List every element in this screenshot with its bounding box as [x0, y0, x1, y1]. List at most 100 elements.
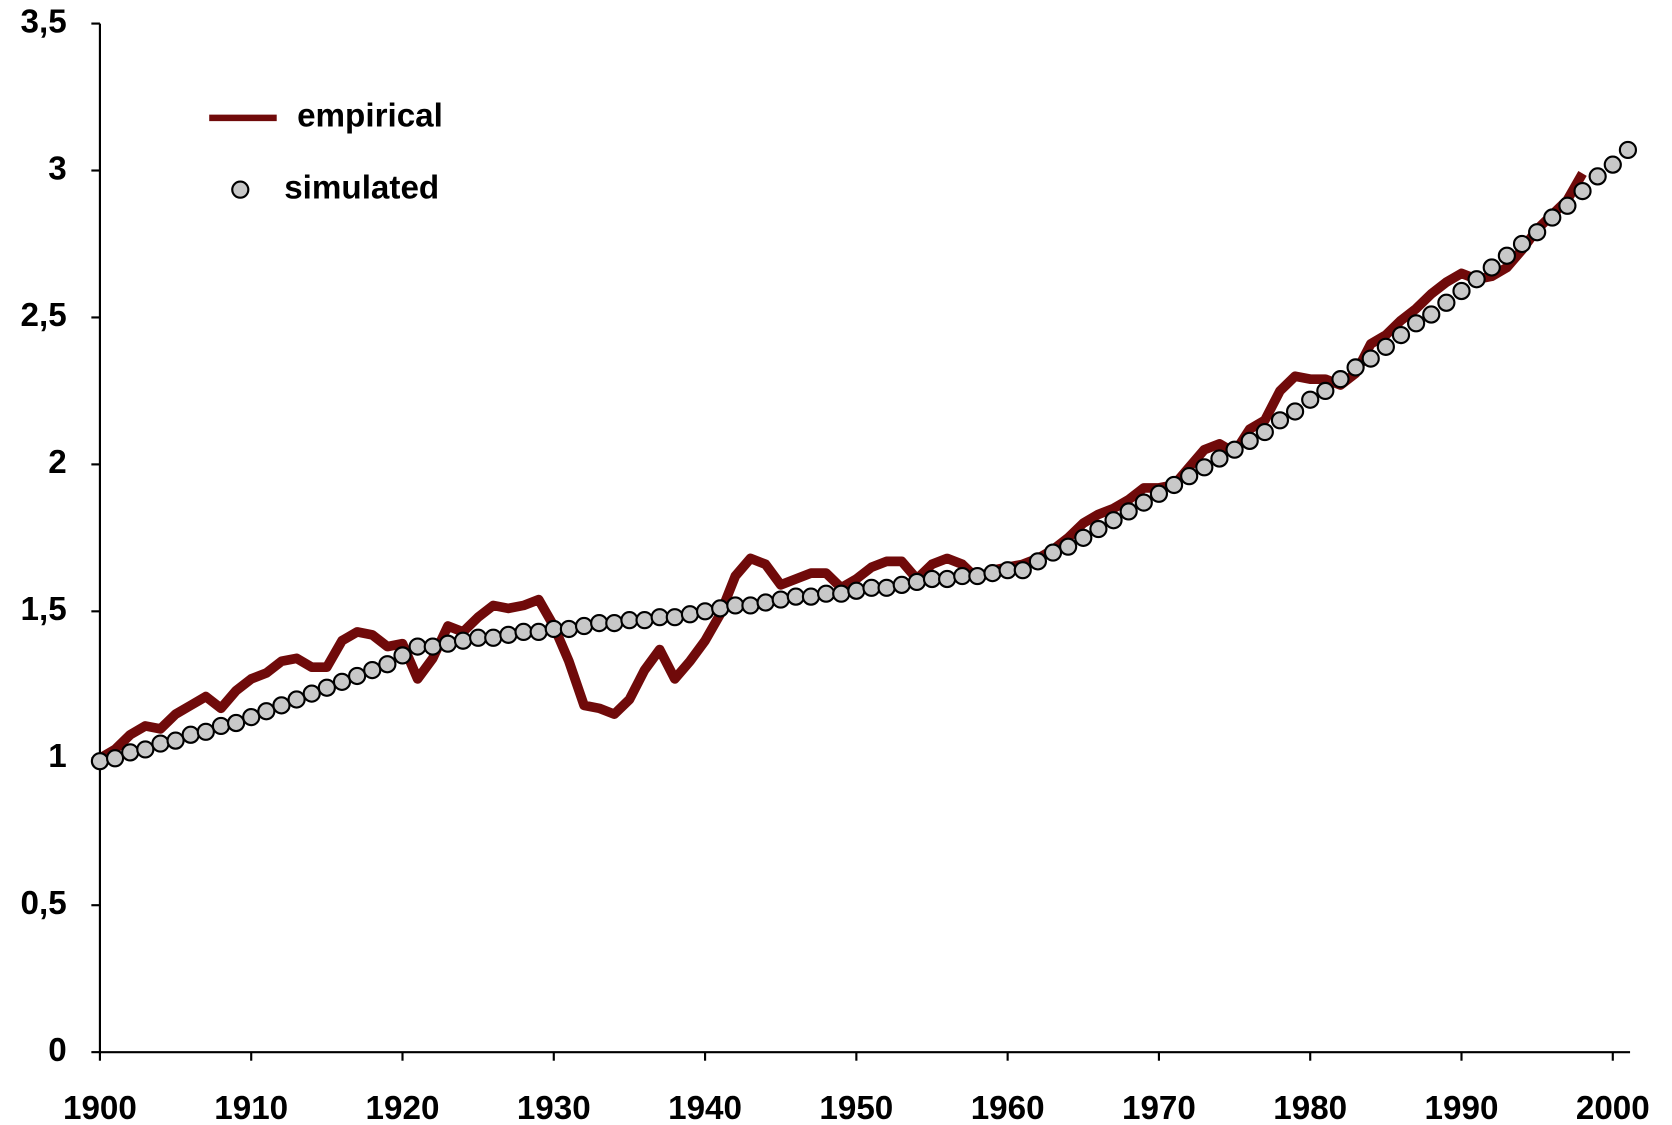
simulated-point [1573, 181, 1592, 201]
legend-label: simulated [284, 169, 439, 206]
simulated-point [469, 628, 488, 647]
y-tick-label: 2,5 [21, 297, 67, 334]
simulated-point [1543, 208, 1562, 227]
simulated-point [302, 684, 321, 703]
simulated-point [408, 637, 427, 656]
simulated-point [665, 608, 684, 627]
simulated-point [514, 622, 533, 642]
simulated-point [1588, 167, 1607, 186]
simulated-point [1301, 390, 1320, 409]
y-tick-label: 0 [48, 1032, 66, 1069]
simulated-point [1528, 223, 1547, 242]
simulated-point [423, 637, 442, 656]
simulated-point [605, 613, 624, 633]
simulated-point [847, 581, 866, 600]
simulated-point [695, 602, 715, 621]
empirical-line [97, 171, 1587, 763]
simulated-point [983, 564, 1002, 583]
simulated-point [741, 596, 760, 615]
simulated-point [287, 690, 306, 709]
simulated-point [1452, 281, 1471, 301]
legend-marker [231, 180, 250, 199]
y-tick-label: 3 [48, 150, 66, 187]
simulated-point [801, 587, 821, 606]
simulated-point [1331, 370, 1350, 389]
simulated-point [1104, 511, 1123, 530]
simulated-point [771, 590, 790, 609]
y-tick-label: 0,5 [21, 885, 67, 922]
simulated-point [816, 584, 836, 603]
x-tick-label: 1920 [366, 1090, 440, 1125]
simulated-point [242, 708, 261, 727]
simulated-point [121, 743, 140, 762]
simulated-point [1482, 258, 1501, 277]
x-tick-label: 1940 [668, 1090, 742, 1125]
x-tick-label: 1930 [517, 1090, 591, 1125]
simulated-point [635, 611, 654, 630]
x-tick-label: 1900 [63, 1090, 137, 1125]
simulated-point [1074, 528, 1093, 547]
simulated-point [529, 622, 548, 642]
x-tick-label: 1910 [214, 1090, 288, 1125]
x-tick-label: 1960 [971, 1090, 1045, 1125]
simulated-point [938, 569, 957, 589]
simulated-point [1164, 475, 1184, 495]
simulated-point [348, 666, 367, 686]
simulated-point [650, 608, 669, 627]
simulated-point [998, 561, 1017, 580]
simulated-point [196, 722, 215, 741]
simulated-point [1376, 337, 1395, 356]
simulated-point [499, 625, 518, 644]
simulated-point [453, 631, 473, 650]
simulated-point [1316, 381, 1335, 401]
simulated-point [680, 605, 700, 624]
simulated-point [1028, 552, 1048, 571]
simulated-point [786, 587, 805, 606]
x-tick-label: 1990 [1425, 1090, 1499, 1125]
simulated-point [1210, 449, 1229, 468]
simulated-point [1134, 493, 1153, 512]
simulated-point [756, 593, 775, 612]
simulated-point [968, 566, 987, 586]
simulated-point [484, 628, 503, 647]
simulated-point [1467, 270, 1486, 289]
simulated-point [317, 678, 336, 697]
simulated-point [136, 740, 155, 759]
simulated-point [1407, 314, 1426, 333]
simulated-point [832, 584, 851, 603]
simulated-point [166, 731, 185, 750]
simulated-point [1603, 155, 1622, 174]
simulated-point [438, 634, 457, 653]
simulated-point [1195, 458, 1214, 477]
simulated-point [907, 572, 926, 592]
simulated-point [1225, 440, 1244, 459]
simulated-point [877, 578, 896, 597]
simulated-point [862, 578, 881, 597]
simulated-point [1285, 402, 1305, 421]
simulated-point [1089, 519, 1108, 539]
y-tick-label: 1 [48, 738, 66, 775]
simulated-point [559, 619, 579, 639]
simulated-point [726, 596, 745, 615]
simulated-point [1119, 502, 1138, 521]
simulated-point [1437, 293, 1456, 312]
simulated-point [90, 752, 110, 771]
simulated-point [1361, 349, 1380, 368]
simulated-point [1497, 246, 1516, 265]
simulated-point [272, 696, 291, 715]
simulated-point [711, 599, 730, 618]
simulated-point [1240, 431, 1259, 450]
simulated-point [1043, 543, 1063, 562]
simulated-point [953, 566, 972, 586]
y-tick-label: 1,5 [21, 591, 67, 628]
simulated-point [1255, 422, 1274, 442]
simulated-point [363, 660, 382, 680]
simulated-point [590, 613, 609, 633]
simulated-point [1422, 305, 1441, 324]
simulated-point [211, 716, 231, 736]
simulated-point [226, 713, 246, 733]
simulated-point [1346, 358, 1365, 377]
simulated-point [1149, 484, 1169, 503]
simulated-point [574, 616, 594, 636]
